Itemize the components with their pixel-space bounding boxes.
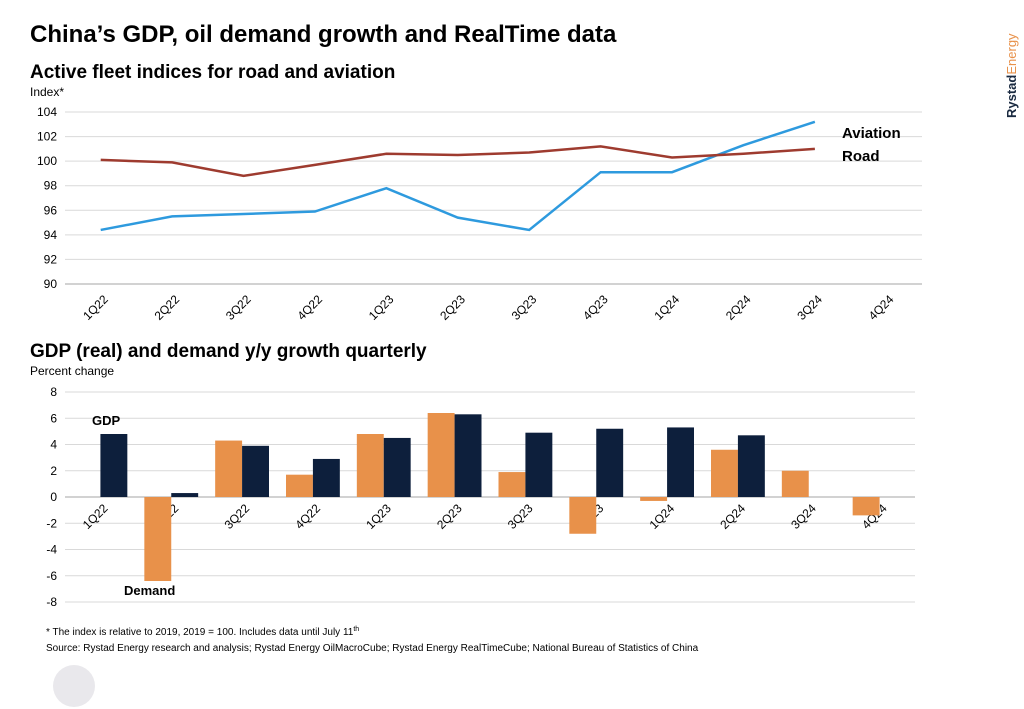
x-tick-label: 4Q23 [580,292,611,323]
logo-part: Energy [1004,33,1019,75]
bar [569,497,597,534]
footnote: * The index is relative to 2019, 2019 = … [46,626,359,638]
y-axis-label: Index* [30,85,64,99]
legend-label: Demand [124,583,175,598]
y-tick-label: 94 [44,228,58,242]
x-tick-label: 2Q23 [437,292,468,323]
x-tick-label: 3Q23 [509,292,540,323]
footnote-sup: th [353,626,359,633]
y-tick-label: 104 [37,105,57,119]
x-tick-label: 4Q24 [866,292,897,323]
y-tick-label: 92 [44,252,58,266]
x-tick-label: 1Q24 [647,501,678,532]
y-tick-label: -8 [46,595,57,609]
legend-label: GDP [92,413,121,428]
x-tick-label: 3Q24 [788,501,819,532]
footnote-text: * The index is relative to 2019, 2019 = … [46,627,354,638]
x-tick-label: 1Q22 [80,501,111,532]
x-tick-label: 4Q22 [292,501,323,532]
x-tick-label: 2Q24 [723,292,754,323]
y-tick-label: 100 [37,154,57,168]
x-tick-label: 1Q23 [366,292,397,323]
y-tick-label: -4 [46,543,57,557]
bar [144,497,172,581]
y-tick-label: 4 [50,438,57,452]
source: Source: Rystad Energy research and analy… [46,643,699,654]
legend-label: Road [842,148,880,165]
y-tick-label: 8 [50,385,57,399]
chart-title: GDP (real) and demand y/y growth quarter… [30,341,427,362]
line-series [100,120,816,232]
bar [312,458,340,497]
page-title: China’s GDP, oil demand growth and RealT… [30,21,617,48]
bar [242,445,269,497]
bar [215,440,243,497]
legend-label: Aviation [842,125,901,142]
bar [737,435,765,497]
bar [667,427,694,497]
y-tick-label: -2 [46,516,57,530]
bar [852,497,880,516]
x-tick-label: 1Q24 [652,292,683,323]
x-tick-label: 2Q24 [717,501,748,532]
decor-circle [53,665,95,707]
x-tick-label: 2Q23 [434,501,465,532]
bar [498,472,526,497]
bar [171,493,199,497]
y-tick-label: 90 [44,277,58,291]
y-tick-label: 6 [50,411,57,425]
bar [525,432,553,497]
y-tick-label: 102 [37,130,57,144]
bar [454,414,482,497]
y-tick-label: -6 [46,569,57,583]
logo: RystadEnergy [1004,33,1019,118]
y-tick-label: 2 [50,464,57,478]
bar [711,449,738,497]
bar [427,413,455,497]
logo-part: Rystad [1004,75,1019,118]
y-tick-label: 96 [44,203,58,217]
x-tick-label: 2Q22 [152,292,183,323]
x-tick-label: 4Q22 [294,292,325,323]
x-tick-label: 3Q22 [223,292,254,323]
x-tick-label: 3Q22 [222,501,253,532]
chart-title: Active fleet indices for road and aviati… [30,62,395,83]
line-series [100,145,815,178]
bar [286,474,313,497]
bar [640,497,668,501]
y-tick-label: 0 [50,490,57,504]
x-tick-label: 3Q23 [505,501,536,532]
bar [781,470,809,497]
bar [596,428,624,497]
bar [356,434,384,497]
bar [383,437,411,497]
y-tick-label: 98 [44,179,58,193]
bar [100,434,128,497]
x-tick-label: 1Q23 [363,501,394,532]
x-tick-label: 3Q24 [794,292,825,323]
y-axis-label: Percent change [30,364,114,378]
x-tick-label: 1Q22 [80,292,111,323]
